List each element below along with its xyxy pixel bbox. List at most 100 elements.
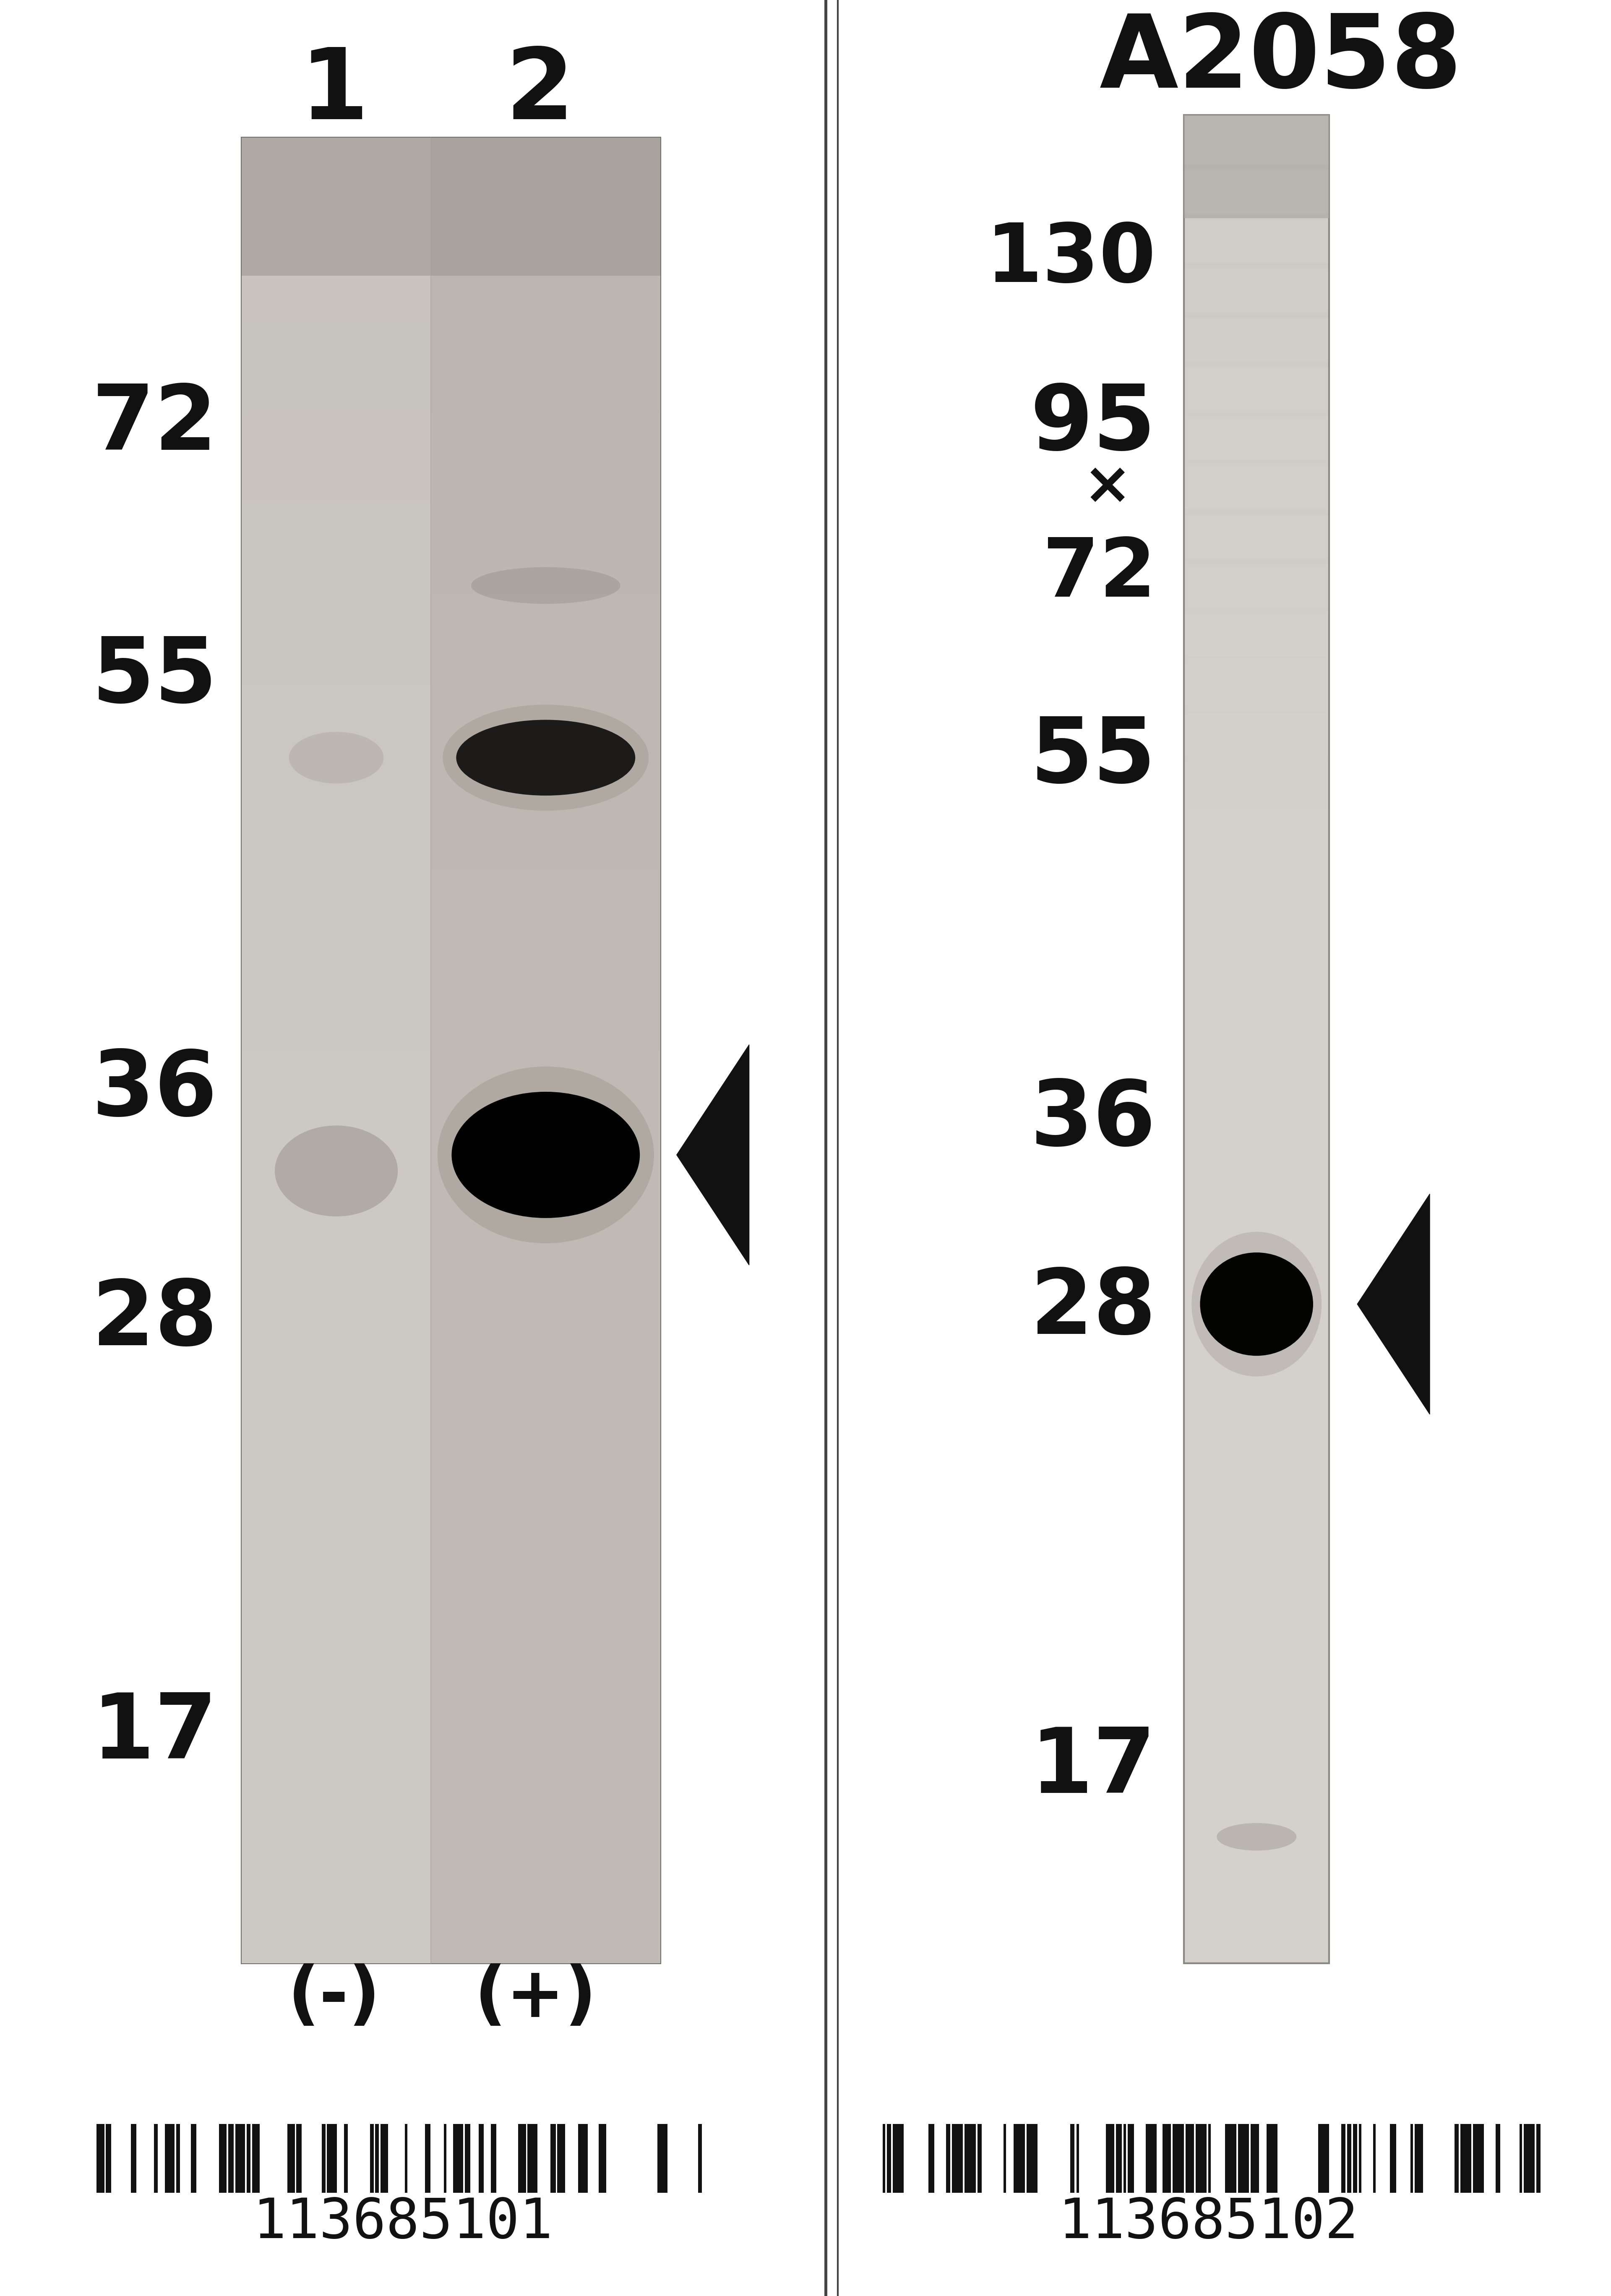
Bar	[946, 2124, 950, 2193]
Bar	[952, 2124, 963, 2193]
Text: 28: 28	[1031, 1265, 1155, 1352]
Text: 17: 17	[92, 1690, 217, 1777]
Bar	[130, 2124, 137, 2193]
Ellipse shape	[1216, 1823, 1297, 1851]
Bar	[242, 641, 661, 684]
Bar	[928, 2124, 934, 2193]
Ellipse shape	[456, 721, 635, 797]
Bar	[242, 868, 661, 914]
Ellipse shape	[1200, 1254, 1313, 1355]
Ellipse shape	[470, 567, 620, 604]
Bar	[242, 276, 661, 321]
Bar	[219, 2124, 227, 2193]
Bar	[97, 2124, 105, 2193]
Bar	[657, 2124, 667, 2193]
Bar	[296, 2124, 301, 2193]
Bar	[235, 2124, 245, 2193]
Bar	[1128, 2124, 1134, 2193]
Bar	[1472, 2124, 1484, 2193]
Bar	[478, 2124, 483, 2193]
Bar	[1250, 2124, 1260, 2193]
Text: 28: 28	[92, 1277, 217, 1364]
Ellipse shape	[451, 1091, 640, 1219]
Bar	[1184, 707, 1329, 762]
Bar	[1184, 411, 1329, 466]
Bar	[883, 2124, 884, 2193]
Bar	[242, 138, 661, 276]
Bar	[242, 138, 661, 1963]
Bar	[242, 684, 661, 730]
Bar	[599, 2124, 606, 2193]
Bar	[453, 2124, 464, 2193]
Bar	[519, 2124, 525, 2193]
Bar	[380, 2124, 388, 2193]
Polygon shape	[677, 1045, 749, 1265]
Bar	[106, 2124, 111, 2193]
Bar	[432, 138, 661, 1963]
Bar	[242, 321, 661, 365]
Bar	[1414, 2124, 1423, 2193]
Text: 1: 1	[300, 44, 369, 140]
Bar	[343, 2124, 348, 2193]
Bar	[251, 2124, 259, 2193]
Bar	[1184, 115, 1329, 1963]
Bar	[242, 457, 661, 503]
Ellipse shape	[443, 705, 649, 810]
Bar	[375, 2124, 379, 2193]
Bar	[1116, 2124, 1121, 2193]
Bar	[425, 2124, 430, 2193]
Ellipse shape	[1192, 1231, 1321, 1378]
Text: 2: 2	[506, 44, 574, 140]
Text: 55: 55	[1031, 714, 1155, 801]
Bar	[1013, 2124, 1025, 2193]
Bar	[190, 2124, 197, 2193]
Bar	[551, 2124, 556, 2193]
Bar	[491, 2124, 496, 2193]
Bar	[242, 595, 661, 641]
Bar	[886, 2124, 891, 2193]
Bar	[698, 2124, 702, 2193]
Bar	[1184, 163, 1329, 220]
Bar	[1373, 2124, 1376, 2193]
Bar	[1184, 115, 1329, 218]
Bar	[242, 138, 661, 184]
Bar	[1358, 2124, 1361, 2193]
Bar	[464, 2124, 470, 2193]
Bar	[287, 2124, 295, 2193]
Bar	[1184, 312, 1329, 367]
Bar	[1455, 2124, 1458, 2193]
Bar	[1460, 2124, 1471, 2193]
Polygon shape	[1356, 1194, 1431, 1414]
Bar	[527, 2124, 538, 2193]
Bar	[1537, 2124, 1540, 2193]
Bar	[1184, 262, 1329, 319]
Bar	[965, 2124, 976, 2193]
Ellipse shape	[438, 1065, 654, 1244]
Bar	[242, 822, 661, 868]
Ellipse shape	[288, 732, 383, 783]
Text: 113685101: 113685101	[253, 2195, 553, 2250]
Bar	[242, 776, 661, 822]
Bar	[176, 2124, 180, 2193]
Text: 72: 72	[1042, 535, 1155, 613]
Bar	[1184, 755, 1329, 810]
Bar	[1184, 657, 1329, 712]
Bar	[1237, 2124, 1249, 2193]
Bar	[978, 2124, 981, 2193]
Text: 130: 130	[986, 220, 1155, 298]
Text: 36: 36	[1029, 1077, 1155, 1164]
Bar	[557, 2124, 565, 2193]
Bar	[1105, 2124, 1115, 2193]
Bar	[242, 184, 661, 230]
Bar	[892, 2124, 904, 2193]
Bar	[1519, 2124, 1522, 2193]
Text: (-): (-)	[288, 1963, 380, 2032]
Bar	[1026, 2124, 1037, 2193]
Bar	[242, 230, 661, 276]
Text: 17: 17	[1029, 1724, 1155, 1812]
Bar	[164, 2124, 174, 2193]
Bar	[1124, 2124, 1126, 2193]
Ellipse shape	[275, 1125, 398, 1217]
Bar	[1353, 2124, 1356, 2193]
Bar	[1208, 2124, 1211, 2193]
